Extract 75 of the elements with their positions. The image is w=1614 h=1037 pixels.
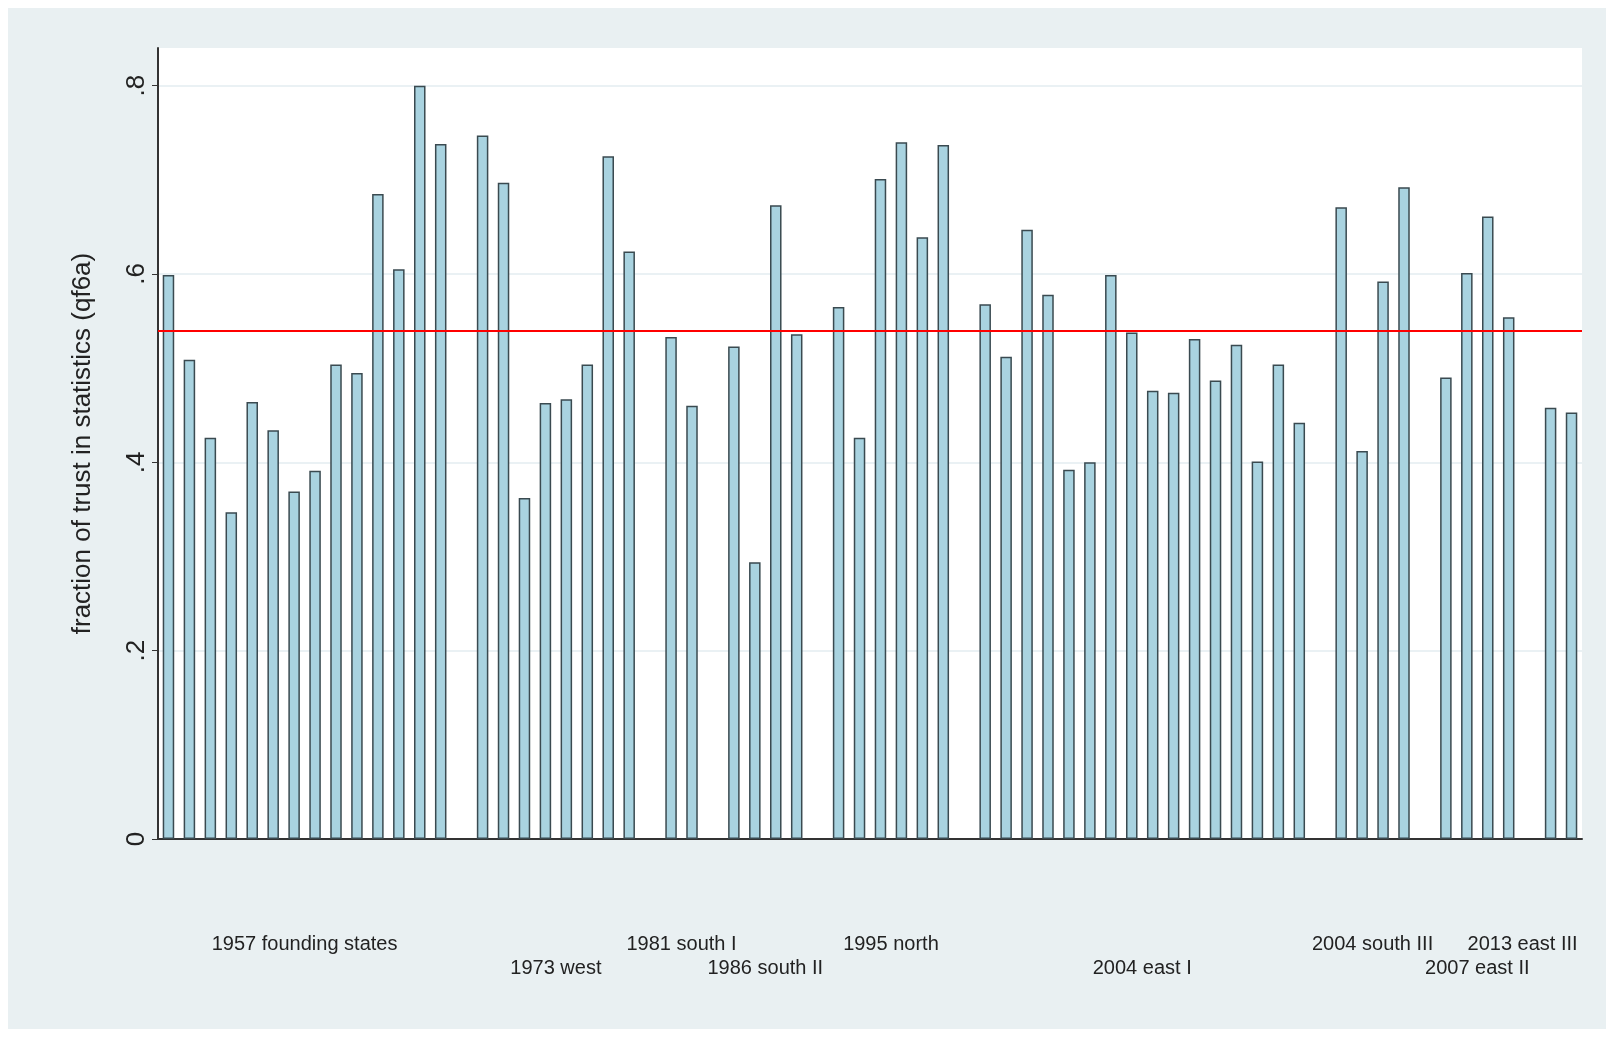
- text: 1995 north: [843, 932, 939, 954]
- text: 1973 west: [510, 956, 602, 978]
- bar: [665, 337, 677, 839]
- bar: [1230, 344, 1243, 839]
- y-tick-label: .4: [120, 451, 150, 474]
- bar: [728, 346, 740, 839]
- bar: [1461, 273, 1473, 839]
- bar: [1440, 377, 1452, 839]
- bar: [288, 491, 300, 839]
- bar: [1084, 462, 1096, 839]
- bar: [393, 269, 405, 839]
- bar: [1251, 461, 1264, 839]
- bar: [770, 205, 782, 839]
- y-tick-label: .6: [120, 263, 150, 285]
- bar: [623, 251, 635, 839]
- bar: [686, 405, 698, 839]
- bar: [979, 304, 991, 839]
- bar: [1021, 229, 1033, 839]
- y-tick-label: .2: [120, 639, 150, 662]
- bar: [560, 399, 573, 839]
- bar: [225, 512, 238, 839]
- bar: [602, 156, 614, 839]
- bar: [539, 403, 552, 839]
- bar: [497, 182, 510, 839]
- bar: [1335, 207, 1347, 839]
- bar: [832, 306, 845, 839]
- bar: [581, 364, 594, 839]
- bar: [1000, 356, 1012, 839]
- bar: [1356, 451, 1368, 839]
- text: 1986 south II: [707, 956, 824, 978]
- bar: [937, 144, 950, 839]
- y-axis-title: fraction of trust in statistics (qf6a): [66, 252, 96, 635]
- text: 1981 south I: [626, 932, 737, 954]
- bar: [518, 498, 531, 839]
- bar: [1188, 338, 1201, 839]
- bar: [1146, 390, 1159, 839]
- bar: [790, 334, 803, 839]
- bar: [183, 359, 196, 839]
- bar: [1377, 281, 1389, 839]
- bar: [1105, 274, 1117, 839]
- bar: [1126, 332, 1138, 839]
- bar: [1042, 294, 1054, 839]
- bar: [162, 274, 175, 839]
- bar: [1565, 412, 1578, 839]
- bar: [1167, 392, 1180, 839]
- bar: [1482, 216, 1494, 839]
- bar: [1272, 364, 1285, 839]
- bar: [351, 372, 363, 839]
- bar: [372, 193, 384, 839]
- bar: [1502, 317, 1515, 839]
- bar: [895, 142, 908, 839]
- bar: [434, 144, 447, 839]
- bar: [309, 470, 321, 839]
- bar: [246, 402, 258, 839]
- text: 2004 south III: [1311, 932, 1434, 954]
- bar: [476, 135, 489, 839]
- text: 2004 east I: [1092, 956, 1192, 978]
- text: 1957 founding states: [211, 932, 398, 954]
- bar: [1209, 380, 1222, 839]
- bar: [414, 85, 426, 839]
- bar: [853, 437, 866, 839]
- bar: [1544, 407, 1557, 839]
- text: 2007 east II: [1425, 956, 1530, 978]
- text: 2013 east III: [1467, 932, 1578, 954]
- bar: [1398, 187, 1410, 839]
- y-tick-label: .8: [120, 74, 150, 97]
- bar: [330, 364, 342, 839]
- bar: [204, 437, 217, 839]
- bar: [874, 178, 887, 839]
- bar: [267, 430, 279, 839]
- bar: [749, 562, 761, 839]
- bar: [916, 237, 929, 839]
- bar: [1063, 469, 1075, 839]
- bar: [1293, 422, 1306, 839]
- y-tick-label: 0: [120, 831, 150, 847]
